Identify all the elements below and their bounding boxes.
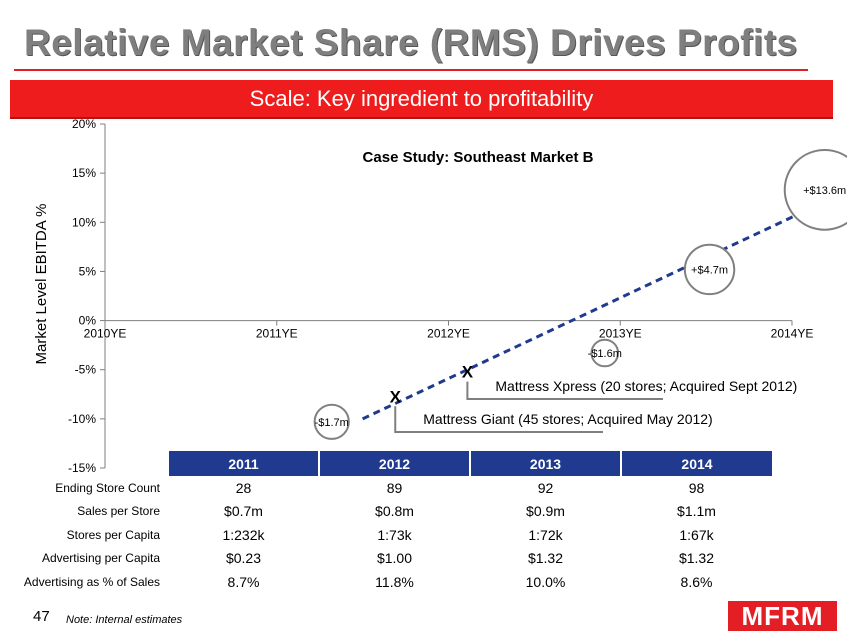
footnote: Note: Internal estimates bbox=[66, 614, 183, 626]
column-header: 2014 bbox=[620, 451, 772, 476]
brand-logo: MFRM bbox=[728, 601, 837, 631]
table-cell: $1.00 bbox=[376, 550, 413, 567]
table-cell: 1:72k bbox=[528, 526, 563, 543]
banner-text: Scale: Key ingredient to profitability bbox=[249, 86, 594, 111]
acquisition-marker: X bbox=[462, 363, 474, 382]
table-cell: 1:67k bbox=[679, 526, 714, 543]
table-cell: 1:232k bbox=[222, 526, 265, 543]
x-tick-label: 2011YE bbox=[256, 327, 298, 341]
table-cell: $0.7m bbox=[224, 503, 263, 520]
table-row: Stores per Capita 1:232k 1:73k 1:72k 1:6… bbox=[10, 523, 772, 547]
data-label: -$1.6m bbox=[588, 348, 622, 360]
table-cell: $1.32 bbox=[527, 550, 564, 567]
table-cell: 28 bbox=[235, 479, 252, 496]
table-cell: 1:73k bbox=[377, 526, 412, 543]
data-label: -$1.7m bbox=[315, 417, 349, 429]
data-label: +$13.6m bbox=[803, 185, 846, 197]
y-tick-label: -15% bbox=[68, 461, 96, 475]
row-label: Advertising as % of Sales bbox=[23, 574, 160, 589]
table-corner bbox=[10, 451, 168, 476]
table-cell: $1.32 bbox=[678, 550, 715, 567]
table-cell: 92 bbox=[537, 479, 554, 496]
x-tick-label: 2012YE bbox=[427, 327, 470, 341]
table-cell: $0.8m bbox=[375, 503, 414, 520]
table-cell: 89 bbox=[386, 479, 403, 496]
y-tick-label: 0% bbox=[79, 314, 97, 328]
table-cell: $0.9m bbox=[526, 503, 565, 520]
chart-title: Case Study: Southeast Market B bbox=[363, 149, 594, 166]
ebitda-chart: 20% 15% 10% 5% 0% -5% -10% -15% 2010YE 2011YE 2012… bbox=[33, 117, 847, 475]
metrics-table: 2011 2012 2013 2014 Ending Store Count 2… bbox=[10, 451, 772, 594]
series-line bbox=[361, 201, 824, 421]
y-tick-label: 20% bbox=[72, 117, 96, 131]
x-tick-label: 2010YE bbox=[84, 327, 127, 341]
y-tick-label: 5% bbox=[79, 264, 97, 278]
data-bubble bbox=[783, 148, 847, 231]
y-tick-label: -5% bbox=[75, 363, 97, 377]
y-tick-label: -10% bbox=[68, 412, 96, 426]
row-label: Stores per Capita bbox=[66, 527, 160, 542]
annotation-leader bbox=[394, 406, 603, 433]
table-cell: $1.1m bbox=[677, 503, 716, 520]
y-axis-label: Market Level EBITDA % bbox=[33, 204, 50, 365]
x-tick-label: 2013YE bbox=[599, 327, 642, 341]
column-header: 2012 bbox=[318, 451, 470, 476]
row-label: Advertising per Capita bbox=[41, 551, 160, 566]
annotation-label: Mattress Xpress (20 stores; Acquired Sep… bbox=[495, 378, 797, 394]
table-cell: 10.0% bbox=[525, 573, 566, 590]
table-row: Advertising per Capita $0.23 $1.00 $1.32… bbox=[10, 547, 772, 571]
title-divider bbox=[14, 69, 808, 71]
acquisition-marker: X bbox=[390, 387, 402, 406]
annotation-leader bbox=[466, 381, 663, 400]
table-row: Ending Store Count 28 89 92 98 bbox=[10, 476, 772, 500]
data-label: +$4.7m bbox=[691, 264, 728, 276]
data-bubble bbox=[313, 403, 350, 440]
table-row: Advertising as % of Sales 8.7% 11.8% 10.… bbox=[10, 570, 772, 594]
table-cell: 98 bbox=[688, 479, 705, 496]
row-label: Sales per Store bbox=[77, 504, 160, 519]
table-cell: 8.6% bbox=[680, 573, 713, 590]
x-tick-label: 2014YE bbox=[771, 327, 814, 341]
column-header: 2011 bbox=[167, 451, 319, 476]
table-row: Sales per Store $0.7m $0.8m $0.9m $1.1m bbox=[10, 500, 772, 524]
table-header-row: 2011 2012 2013 2014 bbox=[10, 451, 772, 476]
row-label: Ending Store Count bbox=[55, 480, 160, 495]
table-cell: 8.7% bbox=[227, 573, 260, 590]
y-tick-label: 10% bbox=[72, 215, 96, 229]
annotation-label: Mattress Giant (45 stores; Acquired May … bbox=[423, 411, 712, 427]
column-header: 2013 bbox=[469, 451, 621, 476]
y-tick-label: 15% bbox=[72, 166, 96, 180]
subtitle-banner: Scale: Key ingredient to profitability bbox=[10, 80, 833, 119]
page-number: 47 bbox=[33, 608, 50, 625]
table-cell: $0.23 bbox=[225, 550, 262, 567]
data-bubble bbox=[683, 243, 736, 296]
page-title: Relative Market Share (RMS) Drives Profi… bbox=[24, 22, 798, 63]
data-bubble bbox=[590, 338, 620, 368]
table-cell: 11.8% bbox=[375, 573, 414, 590]
